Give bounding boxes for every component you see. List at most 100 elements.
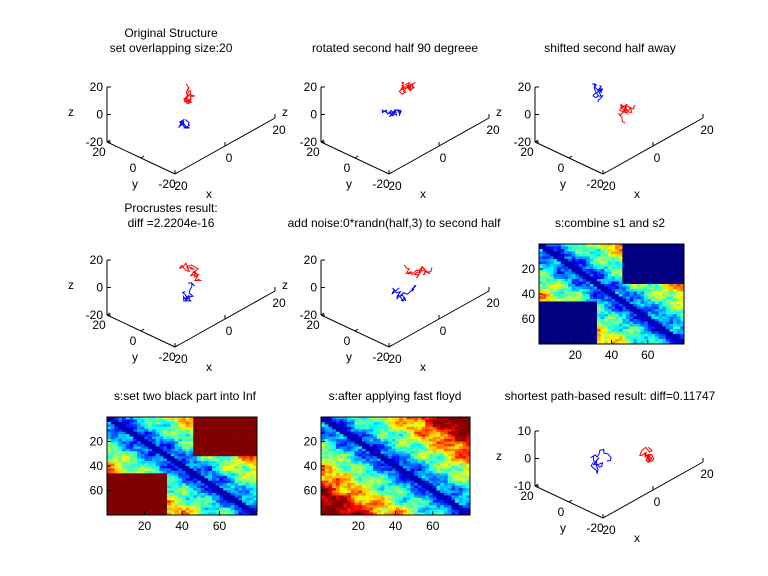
heatmap-cell — [140, 431, 145, 435]
heatmap-cell — [462, 495, 467, 499]
heatmap-cell — [110, 490, 115, 494]
heatmap-cell — [626, 249, 630, 252]
heatmap-cell — [647, 249, 652, 252]
heatmap-cell — [163, 453, 168, 457]
heatmap-cell — [227, 434, 232, 437]
heatmap-cell — [369, 470, 374, 474]
heatmap-cell — [118, 507, 123, 511]
heatmap-cell — [148, 451, 153, 455]
heatmap-cell — [673, 244, 678, 247]
heatmap-cell — [440, 431, 445, 435]
heatmap-cell — [204, 505, 209, 508]
heatmap-cell — [553, 269, 558, 272]
heatmap-cell — [568, 329, 572, 332]
heatmap-cell — [618, 281, 623, 285]
heatmap-cell — [607, 316, 612, 320]
heatmap-cell — [339, 458, 344, 462]
heatmap-cell — [549, 339, 554, 342]
heatmap-cell — [223, 488, 228, 491]
heatmap-cell — [144, 485, 149, 489]
heatmap-cell — [560, 276, 565, 280]
heatmap-cell — [388, 436, 393, 440]
heatmap-cell — [376, 456, 381, 459]
heatmap-cell — [399, 483, 404, 486]
heatmap-cell — [163, 485, 168, 489]
heatmap-cell — [455, 441, 460, 445]
heatmap-cell — [676, 319, 681, 322]
heatmap-cell — [680, 291, 685, 295]
heatmap-cell — [640, 329, 645, 332]
heatmap-cell — [174, 502, 179, 506]
heatmap-cell — [458, 448, 463, 452]
heatmap-cell — [406, 456, 411, 459]
heatmap-cell — [122, 483, 127, 486]
heatmap-cell — [662, 331, 667, 335]
heatmap-cell — [373, 439, 378, 442]
heatmap-cell — [436, 466, 441, 469]
heatmap-cell — [193, 458, 198, 462]
heatmap-cell — [388, 490, 393, 494]
heatmap-cell — [230, 448, 235, 452]
heatmap-cell — [676, 339, 681, 342]
heatmap-cell — [436, 500, 441, 504]
heatmap-cell — [189, 510, 194, 513]
heatmap-cell — [644, 291, 649, 295]
heatmap-cell — [542, 321, 547, 325]
heatmap-cell — [234, 421, 239, 425]
heatmap-cell — [655, 246, 659, 250]
heatmap-cell — [600, 286, 605, 290]
heatmap-cell — [568, 304, 572, 307]
heatmap-cell — [182, 500, 187, 504]
heatmap-cell — [658, 289, 663, 292]
heatmap-cell — [421, 456, 426, 459]
heatmap-cell — [611, 246, 616, 250]
heatmap-cell — [212, 492, 217, 496]
heatmap-cell — [451, 448, 456, 452]
heatmap-cell — [662, 284, 667, 287]
heatmap-cell — [185, 485, 190, 489]
heatmap-cell — [107, 502, 112, 506]
heatmap-cell — [589, 286, 594, 290]
heatmap-cell — [575, 294, 580, 297]
heatmap-cell — [680, 269, 685, 272]
heatmap-cell — [339, 488, 344, 491]
heatmap-cell — [107, 470, 112, 474]
heatmap-cell — [399, 419, 404, 423]
heatmap-cell — [208, 453, 213, 457]
heatmap-cell — [425, 419, 430, 423]
heatmap-cell — [354, 512, 359, 516]
heatmap-cell — [568, 271, 572, 275]
heatmap-cell — [575, 279, 580, 282]
heatmap-cell — [122, 431, 127, 435]
heatmap-cell — [553, 261, 558, 265]
heatmap-cell — [604, 266, 609, 270]
heatmap-cell — [347, 502, 352, 506]
heatmap-cell — [633, 281, 638, 285]
heatmap-cell — [644, 301, 649, 305]
heatmap-cell — [417, 419, 422, 423]
heatmap-cell — [560, 279, 565, 282]
heatmap-cell — [462, 483, 467, 486]
heatmap-cell — [578, 244, 583, 247]
heatmap-cell — [107, 439, 112, 442]
heatmap-cell — [365, 483, 370, 486]
heatmap-cell — [167, 468, 172, 472]
heatmap-cell — [451, 497, 456, 501]
heatmap-cell — [152, 461, 157, 464]
heatmap-cell — [640, 336, 645, 340]
heatmap-cell — [665, 334, 670, 337]
heatmap-cell — [589, 271, 594, 275]
heatmap-cell — [328, 431, 333, 435]
heatmap-cell — [578, 324, 583, 327]
heatmap-cell — [354, 424, 359, 428]
heatmap-cell — [182, 475, 187, 479]
heatmap-cell — [200, 456, 205, 459]
heatmap-cell — [204, 451, 209, 455]
heatmap-cell — [571, 329, 576, 332]
heatmap-cell — [167, 419, 172, 423]
heatmap-cell — [350, 483, 355, 486]
heatmap-cell — [339, 429, 344, 432]
heatmap-cell — [212, 485, 217, 489]
heatmap-cell — [152, 453, 157, 457]
heatmap-cell — [586, 249, 591, 252]
